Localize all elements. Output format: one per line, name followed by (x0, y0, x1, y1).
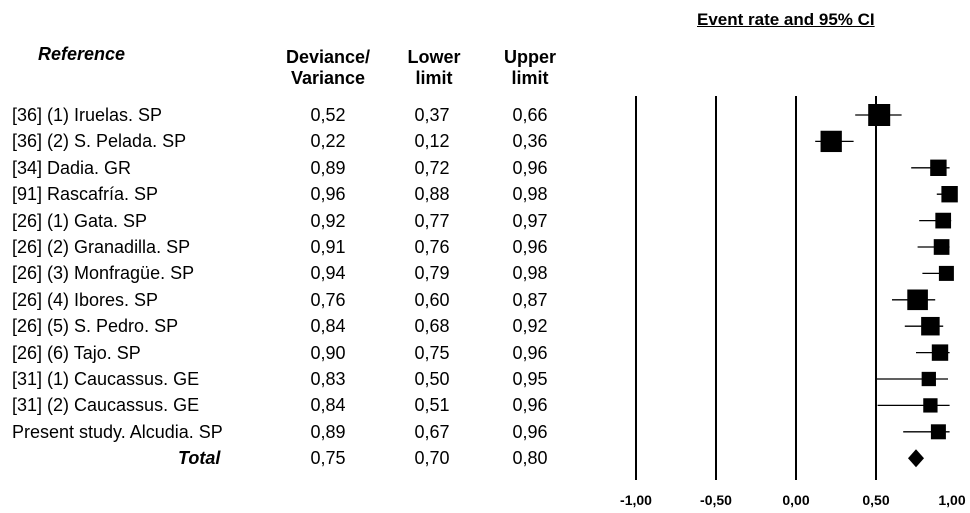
upper-limit-header: Upper limit (490, 47, 570, 89)
deviance-value: 0,90 (310, 342, 346, 363)
effect-marker (868, 104, 891, 126)
lower-limit-value: 0,67 (414, 421, 450, 442)
deviance-header-line2: Variance (290, 68, 366, 88)
effect-marker (930, 424, 946, 440)
study-label: [31] (2) Caucassus. GE (12, 395, 200, 416)
upper-limit-value: 0,98 (512, 263, 548, 284)
lower-header-line1: Lower (407, 47, 461, 67)
x-tick-label: -1,00 (620, 492, 652, 508)
x-tick-label: 0,00 (782, 492, 809, 508)
deviance-value: 0,84 (310, 316, 346, 337)
upper-header-line1: Upper (503, 47, 556, 67)
effect-marker (931, 344, 949, 361)
upper-limit-value: 0,96 (512, 157, 548, 178)
deviance-value: 0,76 (310, 289, 346, 310)
effect-marker (820, 130, 842, 153)
deviance-value: 0,94 (310, 263, 346, 284)
upper-limit-value: 0,92 (512, 316, 548, 337)
upper-header-line2: limit (511, 68, 549, 88)
x-tick-label: 1,00 (938, 492, 965, 508)
lower-limit-value: 0,68 (414, 316, 450, 337)
lower-limit-value: 0,60 (414, 289, 450, 310)
lower-limit-value: 0,77 (414, 210, 450, 231)
total-deviance-value: 0,75 (310, 448, 346, 469)
reference-header: Reference (38, 44, 126, 64)
effect-marker (941, 186, 958, 203)
study-label: [26] (4) Ibores. SP (12, 289, 159, 310)
study-label: [31] (1) Caucassus. GE (12, 369, 200, 389)
deviance-value: 0,89 (310, 421, 346, 442)
effect-marker (921, 371, 936, 387)
total-label: Total (178, 448, 221, 469)
lower-limit-value: 0,79 (414, 263, 450, 284)
effect-marker (933, 239, 950, 255)
study-label: [34] Dadia. GR (12, 157, 132, 178)
study-label: [36] (2) S. Pelada. SP (12, 131, 187, 152)
lower-limit-value: 0,72 (414, 157, 450, 178)
effect-marker (923, 398, 938, 413)
lower-limit-value: 0,51 (414, 395, 450, 416)
effect-marker (921, 316, 940, 336)
deviance-value: 0,83 (310, 369, 346, 389)
deviance-value: 0,22 (310, 131, 346, 152)
total-lower-limit-value: 0,70 (414, 448, 450, 469)
study-label: [26] (3) Monfragüe. SP (12, 263, 195, 284)
x-tick-label: 0,50 (862, 492, 889, 508)
study-label: [26] (5) S. Pedro. SP (12, 316, 179, 337)
lower-limit-value: 0,76 (414, 237, 450, 257)
upper-limit-value: 0,36 (512, 131, 548, 152)
upper-limit-value: 0,97 (512, 210, 548, 231)
deviance-value: 0,91 (310, 237, 346, 257)
study-label: Present study. Alcudia. SP (12, 421, 223, 442)
deviance-value: 0,52 (310, 105, 346, 125)
total-upper-limit-value: 0,80 (512, 448, 548, 469)
upper-limit-value: 0,96 (512, 395, 548, 416)
lower-limit-header: Lower limit (394, 47, 474, 89)
chart-title: Event rate and 95% CI (697, 10, 875, 29)
effect-marker (938, 265, 954, 281)
lower-limit-value: 0,37 (414, 105, 450, 125)
upper-limit-value: 0,87 (512, 289, 548, 310)
deviance-value: 0,84 (310, 395, 346, 416)
deviance-header-line1: Deviance/ (285, 47, 371, 67)
lower-limit-value: 0,12 (414, 131, 450, 152)
deviance-value: 0,89 (310, 157, 346, 178)
summary-diamond (908, 449, 924, 468)
upper-limit-value: 0,96 (512, 421, 548, 442)
study-label: [91] Rascafría. SP (12, 184, 159, 205)
lower-limit-value: 0,88 (414, 184, 450, 205)
deviance-value: 0,92 (310, 210, 346, 231)
upper-limit-value: 0,95 (512, 369, 548, 389)
upper-limit-value: 0,96 (512, 342, 548, 363)
deviance-variance-header: Deviance/ Variance (272, 47, 384, 89)
upper-limit-value: 0,96 (512, 237, 548, 257)
study-label: [26] (1) Gata. SP (12, 210, 148, 231)
lower-limit-value: 0,75 (414, 342, 450, 363)
effect-marker (907, 289, 928, 311)
upper-limit-value: 0,98 (512, 184, 548, 205)
study-label: [26] (2) Granadilla. SP (12, 237, 191, 257)
x-tick-label: -0,50 (700, 492, 732, 508)
study-label: [26] (6) Tajo. SP (12, 342, 141, 363)
lower-header-line2: limit (415, 68, 453, 88)
deviance-value: 0,96 (310, 184, 346, 205)
effect-marker (930, 159, 947, 176)
study-label: [36] (1) Iruelas. SP (12, 105, 163, 125)
upper-limit-value: 0,66 (512, 105, 548, 125)
lower-limit-value: 0,50 (414, 369, 450, 389)
effect-marker (935, 212, 952, 229)
